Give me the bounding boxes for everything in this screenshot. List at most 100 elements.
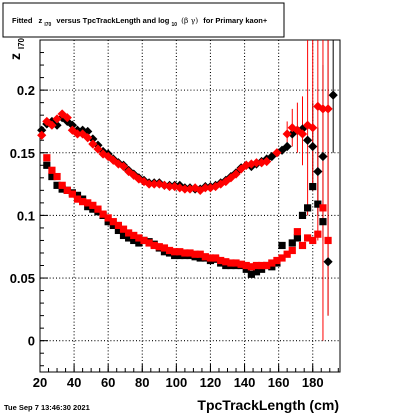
x-tick-label: 120 [200,375,222,390]
data-point [201,253,209,261]
data-point [48,172,56,181]
data-point [242,265,250,273]
data-point [318,104,328,114]
data-point [309,236,317,245]
data-point [313,101,323,111]
data-point [242,261,250,270]
data-point [217,256,225,265]
data-point [324,236,332,245]
data-point [63,186,71,194]
data-point [125,229,133,237]
data-point [53,181,61,189]
x-tick-label: 40 [67,375,81,390]
data-point [67,120,77,130]
data-point [130,236,138,245]
data-point [318,151,328,162]
data-point [140,236,148,245]
data-point [37,125,47,135]
data-point [119,231,128,240]
data-point [58,185,66,193]
data-point [58,181,66,189]
y-tick-label: 0 [28,334,35,349]
data-point [180,184,190,194]
data-point [144,179,154,189]
data-point [104,218,112,226]
data-point [48,166,56,174]
data-point [314,230,322,238]
data-point [52,120,62,130]
timestamp: Tue Sep 7 13:46:30 2021 [4,403,90,412]
data-point [135,234,143,242]
data-point [108,155,118,165]
data-point [287,129,297,139]
chart-title: Fitted z I70 versus TpcTrackLength and l… [12,16,268,28]
data-point [104,214,112,222]
data-point [303,135,313,145]
data-point [94,205,102,213]
data-point [84,203,92,211]
data-point [222,261,230,270]
data-point [328,90,338,100]
data-point [273,256,281,265]
data-point [308,141,318,152]
data-point [114,226,123,235]
data-point [313,166,323,177]
data-point [287,123,297,133]
data-point [68,190,76,198]
data-point [160,248,169,256]
y-tick-label: 0.1 [17,208,35,223]
data-point [196,250,204,258]
data-point [304,234,312,242]
data-point [283,250,291,258]
y-tick-label: 0.2 [17,83,35,98]
data-point [160,244,169,252]
x-tick-label: 80 [135,375,149,390]
data-point [52,114,62,124]
data-point [278,241,286,250]
data-point [186,249,194,257]
data-point [257,261,266,270]
data-point [79,198,87,206]
data-point [83,133,93,143]
data-point [200,183,210,193]
data-point [114,221,123,230]
data-point [293,228,301,236]
data-point [232,259,240,267]
data-point [196,254,204,262]
data-point [118,161,129,172]
data-point [323,257,333,267]
data-point [308,123,318,133]
data-point [119,225,128,233]
data-point [72,129,83,139]
data-point [288,239,296,247]
data-point [62,113,72,123]
data-point [164,181,175,192]
data-point [222,258,230,266]
data-point [304,204,312,212]
axes: 20 40 60 80 100 120 140 160 180 0 0.05 0.1 0.15 0.2 [10,39,339,390]
data-point [292,125,302,135]
data-point [298,211,307,219]
data-point [314,200,322,208]
data-point [73,191,82,199]
data-point [252,261,261,270]
data-point [145,239,153,247]
data-point [109,221,117,230]
data-point [252,268,261,276]
data-point [88,139,98,149]
data-point [298,241,307,250]
data-point [150,241,158,250]
y-axis-title: z I70 [7,37,26,60]
data-point [268,263,276,271]
x-tick-label: 160 [268,375,290,390]
data-point [257,265,266,273]
data-point [247,270,255,278]
data-point [323,104,333,114]
data-point [288,246,296,255]
title-box: Fitted z I70 versus TpcTrackLength and l… [2,2,285,38]
y-tick-label: 0.15 [10,146,35,161]
data-point [278,254,286,262]
data-marks [37,90,338,278]
y-tick-label: 0.05 [10,271,35,286]
